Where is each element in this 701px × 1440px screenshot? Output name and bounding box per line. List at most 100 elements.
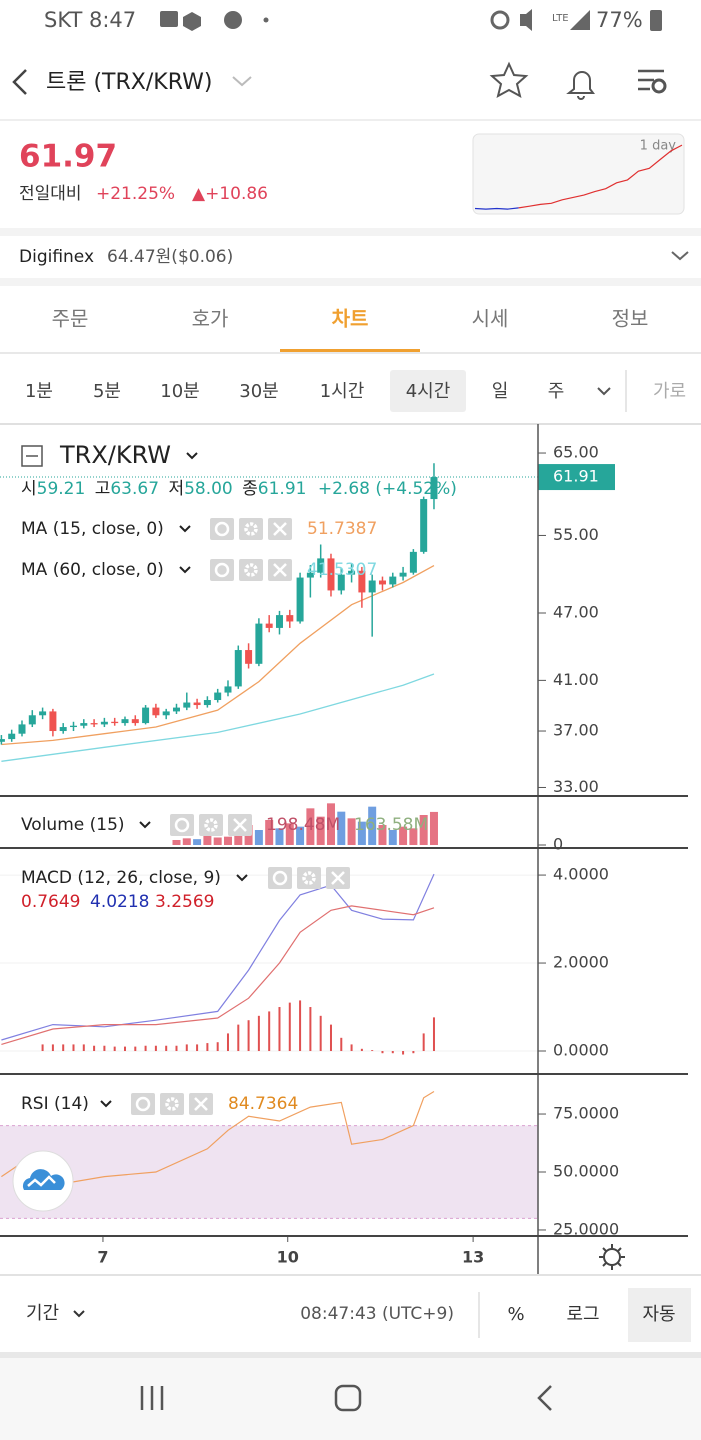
legend-gear-button[interactable] <box>239 559 263 581</box>
x-tick-label: 7 <box>97 1248 108 1267</box>
legend-dropdown[interactable] <box>139 821 151 829</box>
legend-gear-button[interactable] <box>297 867 321 889</box>
candle-body <box>389 576 397 585</box>
chart-settings[interactable] <box>603 1248 621 1266</box>
volume-bar <box>316 816 325 845</box>
candle-body <box>224 686 232 693</box>
symbol-title[interactable]: TRX/KRW <box>59 441 171 469</box>
period-button[interactable]: 기간 <box>26 1303 59 1324</box>
legend-eye-button[interactable] <box>131 1093 155 1115</box>
legend-dropdown[interactable] <box>100 1100 112 1108</box>
macd-histogram-bar <box>422 1033 425 1052</box>
tab[interactable]: 차트 <box>332 307 369 331</box>
legend-value: 84.7364 <box>228 1094 298 1114</box>
legend-gear-button[interactable] <box>239 518 263 540</box>
legend-eye-button[interactable] <box>268 867 292 889</box>
macd-histogram-bar <box>309 1007 312 1052</box>
legend-dropdown[interactable] <box>179 566 191 574</box>
back-button[interactable] <box>12 69 27 95</box>
legend-name[interactable]: MACD (12, 26, close, 9) <box>21 868 221 888</box>
legend-icon <box>214 521 230 537</box>
exchange-dropdown[interactable] <box>671 251 689 261</box>
interval-dropdown[interactable] <box>597 387 611 396</box>
scale-option[interactable]: 자동 <box>642 1304 675 1325</box>
legend-gear-button[interactable] <box>199 814 223 836</box>
legend-icon <box>244 522 258 536</box>
legend-gear-button[interactable] <box>160 1093 184 1115</box>
legend-name[interactable]: MA (15, close, 0) <box>21 519 164 539</box>
coin-dropdown[interactable] <box>232 76 252 87</box>
change-percent: +21.25% <box>96 184 175 204</box>
y-tick-label: 55.00 <box>553 525 599 544</box>
collapse-button[interactable] <box>21 445 43 467</box>
volume-bar <box>234 835 243 845</box>
interval[interactable]: 일 <box>492 381 509 402</box>
interval[interactable]: 10분 <box>160 381 199 402</box>
tab[interactable]: 호가 <box>192 307 229 331</box>
candle-body <box>183 702 191 708</box>
macd-histogram-bar <box>257 1015 260 1052</box>
scale-options: % 로그 자동 <box>507 1288 691 1342</box>
tab[interactable]: 시세 <box>472 307 509 331</box>
x-tick-label: 13 <box>462 1248 484 1267</box>
favorite-button[interactable] <box>489 61 529 98</box>
ohlc-label: 고 <box>95 479 111 499</box>
y-tick-label: 47.00 <box>553 602 599 621</box>
nav-recents[interactable] <box>140 1386 164 1410</box>
status-icon <box>160 11 178 27</box>
candle-body <box>420 499 428 552</box>
change-amount: ▲+10.86 <box>192 184 268 204</box>
candle-body <box>409 551 417 573</box>
volume-bar <box>337 811 346 845</box>
legend-eye-button[interactable] <box>210 559 234 581</box>
interval[interactable]: 1분 <box>25 381 53 402</box>
tab[interactable]: 주문 <box>52 307 89 331</box>
macd-histogram-bar <box>51 1044 54 1052</box>
legend-name[interactable]: Volume (15) <box>21 815 125 835</box>
volume-bar <box>326 803 335 845</box>
legend-icon <box>233 818 247 832</box>
settings-button[interactable] <box>638 69 664 91</box>
macd-histogram-bar <box>93 1045 96 1052</box>
interval[interactable]: 4시간 <box>406 381 451 402</box>
alert-button[interactable] <box>566 71 595 100</box>
volume-bar <box>265 820 274 845</box>
legend-dropdown[interactable] <box>179 525 191 533</box>
rsi-line <box>1 1090 435 1185</box>
candle-body <box>142 707 150 724</box>
candle-body <box>28 715 36 725</box>
legend-icon <box>302 871 316 885</box>
legend-name[interactable]: RSI (14) <box>21 1094 89 1114</box>
interval-more[interactable]: 가로 <box>653 381 686 402</box>
ohlc-label: 종 <box>242 479 258 499</box>
legend-dropdown[interactable] <box>236 874 248 882</box>
nav-back[interactable] <box>537 1385 552 1411</box>
legend-icon <box>174 817 190 833</box>
indicator-legends: MA (15, close, 0) 51.7387 MA (60, close, 0… <box>21 518 428 1115</box>
status-icon <box>490 10 510 30</box>
interval[interactable]: 30분 <box>239 381 278 402</box>
macd-histogram-bar <box>206 1043 209 1052</box>
symbol-dropdown[interactable] <box>186 452 198 460</box>
legend-eye-button[interactable] <box>170 814 194 836</box>
macd-histogram-bar <box>412 1051 415 1054</box>
candle-body <box>399 572 407 577</box>
macd-histogram-bar <box>402 1051 405 1055</box>
interval[interactable]: 주 <box>548 381 565 402</box>
candle-body <box>296 577 304 622</box>
scale-option[interactable]: % <box>507 1304 524 1325</box>
candle-body <box>348 570 356 575</box>
legend-eye-button[interactable] <box>210 518 234 540</box>
interval[interactable]: 1시간 <box>320 381 365 402</box>
interval[interactable]: 5분 <box>93 381 121 402</box>
legend-icon <box>272 870 288 886</box>
nav-home[interactable] <box>334 1384 362 1412</box>
legend-name[interactable]: MA (60, close, 0) <box>21 560 164 580</box>
tab[interactable]: 정보 <box>612 307 649 331</box>
y-tick-label: 50.0000 <box>553 1162 619 1181</box>
scale-option[interactable]: 로그 <box>566 1304 599 1325</box>
legend-value: 41.5307 <box>307 560 377 580</box>
volume-bar <box>172 840 181 845</box>
rsi-band <box>0 1125 538 1219</box>
